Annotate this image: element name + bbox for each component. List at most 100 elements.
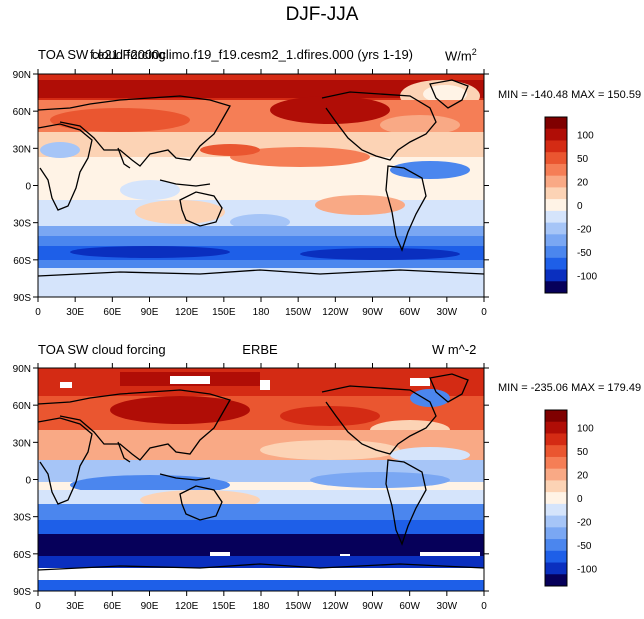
colorbar-1-swatch — [545, 281, 567, 294]
lat-tick-label: 30N — [13, 438, 31, 449]
colorbar-2-swatch — [545, 562, 567, 575]
lon-tick-label: 90W — [362, 307, 383, 318]
colorbar-1-swatch — [545, 246, 567, 259]
panel-1-min-max: MIN = -140.48 MAX = 150.59 — [498, 89, 642, 101]
panel-1-units-sup: 2 — [471, 47, 477, 57]
lon-tick-label: 0 — [481, 601, 487, 612]
colorbar-2-swatch — [545, 456, 567, 470]
colorbar-1-swatch — [545, 175, 567, 188]
lon-tick-label: 90E — [141, 601, 159, 612]
colorbar-2-label: -50 — [577, 541, 592, 552]
lon-tick-label: 0 — [35, 307, 41, 318]
panel-2-coastlines — [38, 373, 484, 571]
lon-tick-label: 30E — [66, 601, 84, 612]
colorbar-2-swatch — [545, 539, 567, 552]
colorbar-2-label: 100 — [577, 424, 594, 435]
panel-2-min-max: MIN = -235.06 MAX = 179.49 — [498, 382, 642, 394]
lat-tick-label: 90S — [13, 587, 31, 598]
panel-1-field — [38, 74, 484, 297]
colorbar-2-swatch — [545, 574, 567, 587]
lon-tick-label: 90W — [362, 601, 383, 612]
panel-2-units: W m^-2 — [432, 342, 477, 357]
colorbar-1-swatch — [545, 222, 567, 235]
colorbar-1-label: -100 — [577, 271, 597, 282]
panel-1-units-base: W/m — [445, 48, 472, 64]
lon-tick-label: 60W — [399, 307, 420, 318]
lat-tick-label: 0 — [25, 476, 31, 487]
colorbar-1-swatch — [545, 152, 567, 165]
colorbar-2-label: 20 — [577, 471, 589, 482]
colorbar-2-swatch — [545, 468, 567, 481]
lon-tick-label: 30W — [437, 307, 458, 318]
lon-tick-label: 60E — [103, 601, 121, 612]
colorbar-1-swatch — [545, 117, 567, 130]
lat-tick-label: 60N — [13, 107, 31, 118]
colorbar-2-swatch — [545, 410, 567, 423]
lat-tick-label: 90N — [13, 70, 31, 81]
colorbar-1-swatch — [545, 187, 567, 200]
colorbar-2-label: 50 — [577, 447, 589, 458]
colorbar-1-label: 0 — [577, 201, 583, 212]
lon-tick-label: 180 — [253, 601, 270, 612]
lon-tick-label: 150E — [212, 307, 236, 318]
colorbar-1-swatch — [545, 269, 567, 282]
colorbar-1-label: -20 — [577, 224, 592, 235]
lon-tick-label: 180 — [253, 307, 270, 318]
lon-tick-label: 30W — [437, 601, 458, 612]
colorbar-2-swatch — [545, 433, 567, 446]
colorbar-2-swatch — [545, 492, 567, 505]
lat-tick-label: 30S — [13, 513, 31, 524]
lon-tick-label: 150E — [212, 601, 236, 612]
colorbar-1-swatch — [545, 140, 567, 153]
panel-1-case-title: f.e21.F2000climo.f19_f19.cesm2_1.dfires.… — [90, 47, 414, 62]
axes: 90N 60N 30N 0 30S 60S 90S 0 30E 60E 90E 120E 150E 180… — [13, 69, 489, 612]
panel-1-coastlines — [38, 79, 484, 277]
colorbar-1-swatch — [545, 257, 567, 271]
figure-title: DJF-JJA — [285, 4, 359, 25]
colorbar-1-label: 20 — [577, 178, 589, 189]
lat-tick-label: 90S — [13, 293, 31, 304]
colorbar-1-frame — [544, 116, 568, 294]
lat-tick-label: 60S — [13, 256, 31, 267]
colorbar-2-swatch — [545, 550, 567, 564]
lon-tick-label: 0 — [481, 307, 487, 318]
colorbars: 100 50 20 0 -20 -50 -100 100 50 20 0 -20 -50 -100 — [544, 116, 597, 587]
lon-tick-label: 120E — [175, 601, 199, 612]
lat-tick-label: 0 — [25, 182, 31, 193]
colorbar-1-label: 50 — [577, 154, 589, 165]
lon-tick-label: 120E — [175, 307, 199, 318]
lat-tick-label: 30S — [13, 219, 31, 230]
colorbar-1-swatch — [545, 199, 567, 212]
colorbar-2-swatch — [545, 445, 567, 458]
colorbar-2-label: -20 — [577, 517, 592, 528]
colorbar-2-swatch — [545, 480, 567, 493]
lon-tick-label: 90E — [141, 307, 159, 318]
colorbar-2-frame — [544, 409, 568, 587]
lat-tick-label: 90N — [13, 364, 31, 375]
lat-tick-label: 30N — [13, 144, 31, 155]
colorbar-1-swatch — [545, 234, 567, 247]
panel-2-field — [38, 368, 484, 591]
colorbar-1-swatch — [545, 128, 567, 141]
colorbar-1-swatch — [545, 210, 567, 224]
lon-tick-label: 60E — [103, 307, 121, 318]
panel-1-left-title: TOA SW cloud forcing — [38, 47, 166, 62]
panel-2-left-title: TOA SW cloud forcing — [38, 342, 166, 357]
colorbar-2-label: -100 — [577, 564, 597, 575]
lon-tick-label: 120W — [322, 601, 349, 612]
colorbar-2-swatch — [545, 527, 567, 540]
lon-tick-label: 0 — [35, 601, 41, 612]
panel-2-center-title: ERBE — [242, 342, 278, 357]
colorbar-2-swatch — [545, 503, 567, 517]
lat-tick-label: 60S — [13, 550, 31, 561]
lon-tick-label: 150W — [285, 307, 312, 318]
colorbar-2-label: 0 — [577, 494, 583, 505]
lat-tick-label: 60N — [13, 401, 31, 412]
colorbar-1-label: -50 — [577, 248, 592, 259]
panel-1-units: W/m2 — [445, 47, 477, 63]
colorbar-1-swatch — [545, 163, 567, 177]
lon-tick-label: 30E — [66, 307, 84, 318]
lon-tick-label: 60W — [399, 601, 420, 612]
colorbar-1-label: 100 — [577, 131, 594, 142]
